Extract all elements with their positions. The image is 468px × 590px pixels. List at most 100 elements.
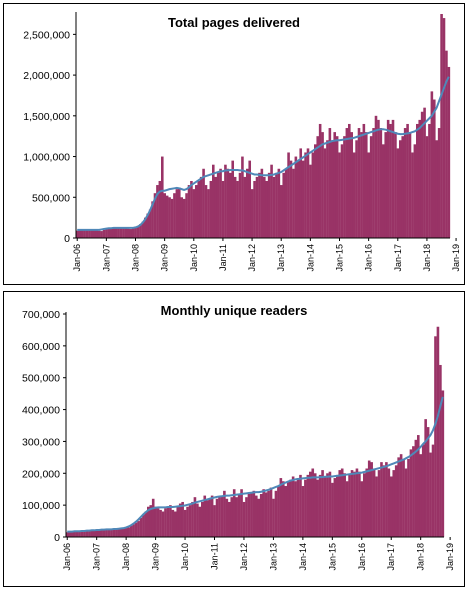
bar bbox=[318, 123, 322, 238]
bar bbox=[362, 123, 366, 238]
bar bbox=[75, 531, 79, 537]
bar bbox=[142, 514, 145, 537]
x-tick-label: Jan-19 bbox=[445, 543, 455, 571]
bar bbox=[407, 458, 410, 537]
bar bbox=[328, 471, 332, 537]
bar bbox=[80, 531, 84, 537]
x-tick-label: Jan-07 bbox=[101, 244, 111, 272]
bar bbox=[440, 14, 443, 238]
bar bbox=[212, 164, 215, 238]
bar bbox=[259, 493, 263, 537]
bar bbox=[316, 136, 320, 238]
bar bbox=[201, 501, 204, 537]
bar bbox=[243, 176, 247, 238]
y-tick-label: 100,000 bbox=[22, 500, 60, 512]
bar bbox=[439, 364, 442, 537]
bar bbox=[392, 470, 396, 537]
bar bbox=[175, 189, 179, 238]
bar-series bbox=[66, 326, 445, 537]
bar bbox=[183, 509, 187, 537]
bar bbox=[139, 224, 142, 238]
bar bbox=[434, 336, 437, 537]
bar bbox=[85, 230, 89, 238]
bar bbox=[306, 148, 310, 238]
bar bbox=[93, 529, 96, 537]
x-tick-label: Jan-13 bbox=[268, 543, 278, 571]
bar bbox=[110, 228, 113, 238]
y-tick-label: 1,500,000 bbox=[23, 111, 70, 123]
bar bbox=[248, 160, 252, 238]
bar bbox=[117, 528, 121, 537]
bar bbox=[309, 164, 312, 238]
bar bbox=[85, 530, 89, 537]
chart-panel-unique-readers: Monthly unique readers 0 100,000 200,000 30… bbox=[3, 291, 465, 587]
bar bbox=[286, 481, 290, 537]
bar bbox=[385, 462, 388, 537]
x-tick-label: Jan-16 bbox=[364, 244, 374, 272]
x-tick-label: Jan-14 bbox=[298, 543, 308, 571]
bar bbox=[102, 529, 106, 537]
bar bbox=[253, 180, 256, 238]
bar bbox=[435, 140, 439, 238]
bar bbox=[270, 164, 273, 238]
bar bbox=[196, 503, 199, 537]
bar bbox=[153, 193, 157, 238]
bar bbox=[436, 326, 440, 537]
bar bbox=[195, 185, 198, 238]
bar bbox=[197, 180, 201, 238]
bar bbox=[345, 481, 349, 537]
bar bbox=[174, 511, 177, 537]
x-tick-label: Jan-12 bbox=[247, 244, 257, 272]
bar bbox=[269, 487, 273, 537]
bar bbox=[379, 128, 383, 238]
bar bbox=[204, 185, 208, 238]
bar bbox=[335, 136, 339, 238]
bar bbox=[340, 144, 344, 238]
bar bbox=[296, 478, 300, 537]
bar bbox=[83, 531, 86, 537]
bar bbox=[328, 128, 332, 238]
x-tick-label: Jan-18 bbox=[416, 543, 426, 571]
bar bbox=[127, 527, 130, 537]
bar bbox=[129, 525, 133, 537]
bar bbox=[173, 193, 176, 238]
x-tick-label: Jan-16 bbox=[357, 543, 367, 571]
bar bbox=[192, 189, 196, 238]
bar bbox=[382, 465, 386, 537]
bar bbox=[178, 503, 182, 537]
bar bbox=[372, 128, 375, 238]
bar bbox=[107, 228, 111, 238]
bar bbox=[168, 197, 171, 238]
bar bbox=[409, 449, 413, 537]
bar bbox=[343, 136, 346, 238]
bar bbox=[161, 511, 165, 537]
x-tick-label: Jan-11 bbox=[218, 244, 228, 271]
bar bbox=[102, 229, 106, 238]
bar bbox=[199, 176, 203, 238]
bar bbox=[120, 528, 123, 537]
bar bbox=[391, 119, 395, 238]
bar bbox=[419, 454, 423, 537]
bar bbox=[83, 229, 86, 238]
x-tick-label: Jan-07 bbox=[92, 543, 102, 571]
x-tick-label: Jan-12 bbox=[239, 543, 249, 571]
bar bbox=[309, 471, 312, 537]
bar bbox=[218, 497, 221, 537]
bar bbox=[389, 123, 392, 238]
bar bbox=[149, 505, 153, 537]
bar bbox=[265, 180, 269, 238]
bar bbox=[115, 528, 118, 537]
bar bbox=[367, 460, 371, 537]
bar bbox=[314, 144, 317, 238]
y-tick-label: 600,000 bbox=[22, 341, 60, 353]
bar bbox=[372, 468, 376, 537]
bar bbox=[178, 187, 181, 238]
bar bbox=[403, 128, 407, 238]
bar bbox=[215, 498, 219, 537]
bar bbox=[321, 470, 324, 537]
bar bbox=[88, 229, 91, 238]
bar bbox=[399, 140, 402, 238]
bar bbox=[292, 168, 295, 238]
bar bbox=[275, 172, 278, 238]
x-tick-label: Jan-15 bbox=[327, 543, 337, 571]
